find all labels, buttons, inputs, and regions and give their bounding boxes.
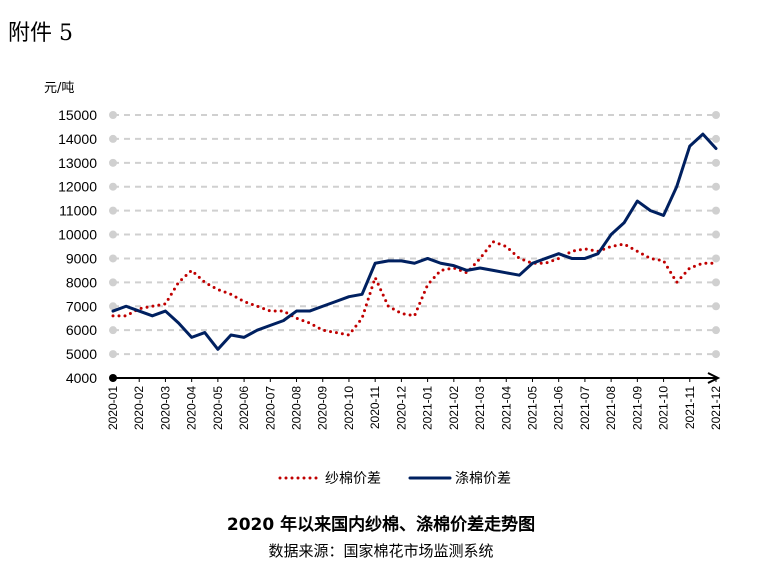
series-line	[111, 132, 718, 351]
x-tick-label: 2021-08	[604, 386, 618, 430]
y-tick-label: 11000	[59, 203, 97, 219]
y-axis-label: 元/吨	[44, 81, 74, 96]
grid-end	[712, 206, 720, 215]
grid-end	[109, 350, 117, 359]
x-tick-label: 2020-12	[394, 386, 408, 430]
x-tick-label: 2021-02	[447, 386, 461, 430]
grid-end	[712, 326, 720, 335]
y-tick-label: 10000	[58, 227, 97, 243]
x-tick-label: 2020-10	[342, 386, 356, 430]
y-tick-label: 8000	[66, 274, 97, 290]
x-tick-label: 2020-03	[158, 386, 172, 430]
x-tick-label: 2020-04	[185, 386, 199, 430]
x-tick-label: 2020-08	[290, 386, 304, 430]
source-note: 数据来源：国家棉花市场监测系统	[268, 542, 493, 560]
grid-end	[109, 134, 117, 143]
x-tick-label: 2021-10	[657, 386, 671, 430]
grid-end	[712, 278, 720, 287]
grid-end	[712, 302, 720, 311]
legend-label: 涤棉价差	[455, 470, 511, 487]
y-tick-label: 9000	[66, 250, 97, 266]
y-tick-label: 12000	[58, 179, 97, 195]
grid-end	[712, 230, 720, 239]
grid-end	[712, 134, 720, 143]
x-tick-label: 2020-02	[132, 386, 146, 430]
x-tick-label: 2020-01	[106, 386, 120, 430]
x-tick-label: 2020-09	[316, 386, 330, 430]
grid-end	[109, 182, 117, 191]
grid-end	[109, 278, 117, 287]
series-line	[111, 240, 718, 337]
grid-end	[712, 111, 720, 119]
attachment-label: 附件 5	[8, 21, 73, 46]
grid-end	[712, 350, 720, 359]
x-tick-label: 2020-05	[211, 386, 225, 430]
grid-end	[712, 182, 720, 191]
chart-title: 2020 年以来国内纱棉、涤棉价差走势图	[227, 514, 535, 535]
y-tick-label: 14000	[58, 131, 97, 147]
grid-end	[109, 158, 117, 167]
x-tick-label: 2020-07	[263, 386, 277, 430]
y-tick-label: 15000	[58, 107, 97, 123]
axis-arrow	[707, 372, 721, 384]
grid-end	[109, 302, 117, 311]
y-tick-label: 6000	[66, 322, 97, 338]
x-tick-label: 2021-07	[578, 386, 592, 430]
y-tick-label: 7000	[66, 298, 97, 314]
grid-end	[109, 254, 117, 263]
grid-end	[109, 111, 117, 119]
y-tick-label: 13000	[58, 155, 97, 171]
x-tick-label: 2021-12	[709, 386, 723, 430]
grid-end	[109, 326, 117, 335]
x-tick-label: 2020-06	[237, 386, 251, 430]
x-tick-label: 2021-01	[421, 386, 435, 430]
legend-label: 纱棉价差	[325, 470, 381, 487]
x-tick-label: 2021-11	[683, 386, 697, 429]
x-tick-label: 2021-06	[552, 386, 566, 430]
y-tick-label: 4000	[66, 370, 97, 386]
x-tick-label: 2021-04	[499, 386, 513, 430]
x-tick-label: 2020-11	[368, 386, 382, 429]
x-tick-label: 2021-09	[630, 386, 644, 430]
x-tick-label: 2021-03	[473, 386, 487, 430]
y-tick-label: 5000	[66, 346, 97, 362]
x-tick-label: 2021-05	[525, 386, 539, 430]
grid-end	[109, 230, 117, 239]
grid-end	[712, 254, 720, 263]
grid-end	[109, 206, 117, 215]
grid-end	[712, 158, 720, 167]
